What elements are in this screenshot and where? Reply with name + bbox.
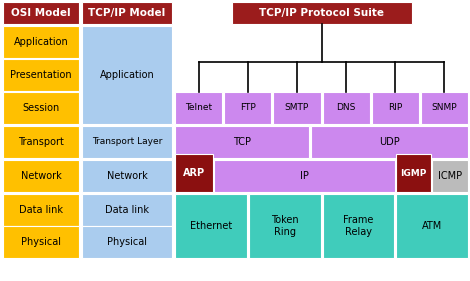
- Text: Transport: Transport: [18, 137, 64, 147]
- Bar: [82, 26, 172, 124]
- Text: ICMP: ICMP: [438, 171, 462, 181]
- Bar: [432, 160, 468, 192]
- Bar: [82, 160, 172, 192]
- Bar: [322, 194, 394, 258]
- Text: Network: Network: [107, 171, 148, 181]
- Bar: [249, 194, 321, 258]
- Bar: [3, 59, 79, 91]
- Text: TCP: TCP: [233, 137, 251, 147]
- Text: Application: Application: [14, 37, 68, 47]
- Text: IP: IP: [300, 171, 309, 181]
- Text: Session: Session: [23, 103, 60, 113]
- Bar: [82, 126, 172, 158]
- Bar: [372, 92, 419, 124]
- Bar: [175, 92, 222, 124]
- Bar: [3, 160, 79, 192]
- Text: UDP: UDP: [379, 137, 400, 147]
- Bar: [3, 26, 79, 58]
- Text: TCP/IP Protocol Suite: TCP/IP Protocol Suite: [259, 8, 384, 18]
- Bar: [224, 92, 271, 124]
- Text: TCP/IP Model: TCP/IP Model: [88, 8, 165, 18]
- Bar: [3, 92, 79, 124]
- Text: DNS: DNS: [337, 103, 356, 112]
- Text: Telnet: Telnet: [185, 103, 212, 112]
- Bar: [274, 92, 321, 124]
- Bar: [396, 194, 468, 258]
- Text: ATM: ATM: [422, 221, 442, 231]
- Bar: [214, 160, 395, 192]
- Bar: [175, 154, 213, 192]
- Text: Physical: Physical: [21, 237, 61, 247]
- Text: Ethernet: Ethernet: [190, 221, 232, 231]
- Text: OSI Model: OSI Model: [11, 8, 71, 18]
- Bar: [3, 194, 79, 226]
- Bar: [311, 126, 468, 158]
- Text: IGMP: IGMP: [400, 169, 427, 178]
- Text: Frame
Relay: Frame Relay: [343, 215, 374, 237]
- Text: Application: Application: [100, 70, 154, 80]
- Text: Network: Network: [21, 171, 62, 181]
- Bar: [82, 194, 172, 226]
- Bar: [3, 126, 79, 158]
- Text: Transport Layer: Transport Layer: [92, 137, 162, 146]
- Text: SNMP: SNMP: [431, 103, 457, 112]
- Text: SMTP: SMTP: [285, 103, 309, 112]
- Text: Presentation: Presentation: [10, 70, 72, 80]
- Bar: [396, 154, 431, 192]
- Bar: [232, 2, 412, 24]
- Text: ARP: ARP: [183, 168, 205, 178]
- Bar: [3, 226, 79, 258]
- Text: RIP: RIP: [388, 103, 402, 112]
- Text: Physical: Physical: [107, 237, 147, 247]
- Bar: [82, 2, 172, 24]
- Text: Data link: Data link: [19, 205, 63, 215]
- Bar: [421, 92, 468, 124]
- Bar: [3, 2, 79, 24]
- Bar: [82, 226, 172, 258]
- Text: FTP: FTP: [240, 103, 256, 112]
- Bar: [175, 126, 309, 158]
- Bar: [322, 92, 370, 124]
- Text: Token
Ring: Token Ring: [271, 215, 298, 237]
- Text: Data link: Data link: [105, 205, 149, 215]
- Bar: [175, 194, 247, 258]
